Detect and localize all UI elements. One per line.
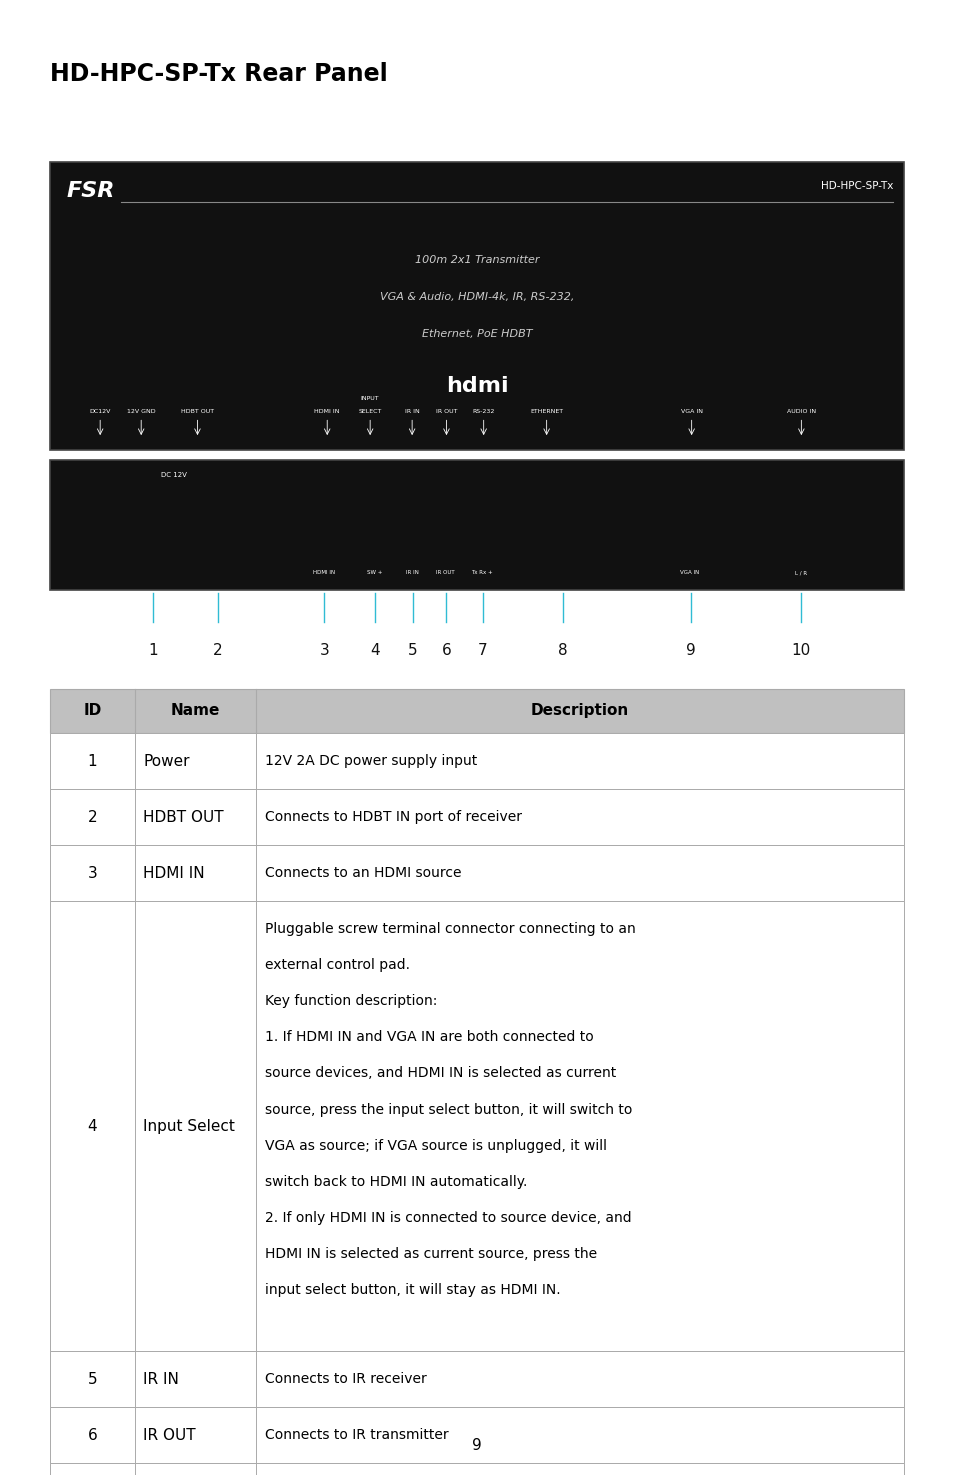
Text: source, press the input select button, it will switch to: source, press the input select button, i… (265, 1102, 632, 1117)
Text: Connects to IR transmitter: Connects to IR transmitter (265, 1428, 448, 1443)
Text: Key function description:: Key function description: (265, 994, 437, 1007)
Text: 1: 1 (88, 754, 97, 768)
Text: IR IN: IR IN (405, 571, 418, 575)
Text: Pluggable screw terminal connector connecting to an: Pluggable screw terminal connector conne… (265, 922, 636, 935)
Text: 12V 2A DC power supply input: 12V 2A DC power supply input (265, 754, 476, 768)
Text: input select button, it will stay as HDMI IN.: input select button, it will stay as HDM… (265, 1283, 560, 1297)
Text: 4: 4 (88, 1118, 97, 1134)
Bar (50, 733, 903, 789)
Text: 12V GND: 12V GND (127, 410, 155, 414)
Text: 5: 5 (408, 643, 417, 658)
Bar (50, 845, 903, 901)
Text: switch back to HDMI IN automatically.: switch back to HDMI IN automatically. (265, 1174, 527, 1189)
Text: HDMI IN: HDMI IN (313, 571, 335, 575)
Text: INPUT: INPUT (360, 397, 379, 401)
Text: Power: Power (143, 754, 190, 768)
Text: IR IN: IR IN (404, 410, 419, 414)
Text: IR OUT: IR OUT (436, 571, 455, 575)
Text: 5: 5 (88, 1372, 97, 1386)
Text: 2. If only HDMI IN is connected to source device, and: 2. If only HDMI IN is connected to sourc… (265, 1211, 631, 1224)
Text: RS-232: RS-232 (472, 410, 495, 414)
Text: source devices, and HDMI IN is selected as current: source devices, and HDMI IN is selected … (265, 1066, 616, 1080)
Text: 3: 3 (319, 643, 329, 658)
Text: Connects to an HDMI source: Connects to an HDMI source (265, 866, 461, 881)
Text: VGA IN: VGA IN (679, 410, 702, 414)
Text: hdmi: hdmi (445, 376, 508, 397)
Text: 1. If HDMI IN and VGA IN are both connected to: 1. If HDMI IN and VGA IN are both connec… (265, 1030, 594, 1044)
Text: Tx Rx +: Tx Rx + (471, 571, 492, 575)
Text: DC12V: DC12V (90, 410, 111, 414)
Text: FSR: FSR (67, 181, 115, 202)
Text: VGA IN: VGA IN (679, 571, 699, 575)
Text: IR IN: IR IN (143, 1372, 179, 1386)
Text: 9: 9 (685, 643, 695, 658)
Text: AUDIO IN: AUDIO IN (786, 410, 815, 414)
Text: HDMI IN is selected as current source, press the: HDMI IN is selected as current source, p… (265, 1246, 597, 1261)
Bar (50, 1407, 903, 1463)
Text: 8: 8 (558, 643, 567, 658)
Bar (50, 1351, 903, 1407)
Text: 3: 3 (88, 866, 97, 881)
Text: 2: 2 (213, 643, 222, 658)
Text: Input Select: Input Select (143, 1118, 234, 1134)
Text: ID: ID (83, 704, 102, 718)
Text: 7: 7 (477, 643, 487, 658)
Text: 1: 1 (148, 643, 157, 658)
Text: 6: 6 (441, 643, 451, 658)
Text: SW +: SW + (367, 571, 382, 575)
Text: 100m 2x1 Transmitter: 100m 2x1 Transmitter (415, 255, 538, 266)
Text: VGA & Audio, HDMI-4k, IR, RS-232,: VGA & Audio, HDMI-4k, IR, RS-232, (379, 292, 574, 302)
Text: HDMI IN: HDMI IN (143, 866, 205, 881)
Text: SELECT: SELECT (358, 410, 381, 414)
Text: 10: 10 (791, 643, 810, 658)
Text: VGA as source; if VGA source is unplugged, it will: VGA as source; if VGA source is unplugge… (265, 1139, 606, 1152)
Text: ETHERNET: ETHERNET (530, 410, 562, 414)
Text: Connects to IR receiver: Connects to IR receiver (265, 1372, 427, 1386)
Text: IR OUT: IR OUT (143, 1428, 195, 1443)
Bar (50, 901, 903, 1351)
Text: HDBT OUT: HDBT OUT (143, 810, 224, 825)
Bar (50, 789, 903, 845)
Bar (50, 162, 903, 450)
Text: HDBT OUT: HDBT OUT (181, 410, 213, 414)
Text: 9: 9 (472, 1438, 481, 1453)
Text: Connects to HDBT IN port of receiver: Connects to HDBT IN port of receiver (265, 810, 521, 825)
Text: Name: Name (171, 704, 220, 718)
Bar (50, 1463, 903, 1475)
Text: 4: 4 (370, 643, 379, 658)
Text: external control pad.: external control pad. (265, 959, 410, 972)
Text: HD-HPC-SP-Tx: HD-HPC-SP-Tx (820, 181, 892, 192)
Text: IR OUT: IR OUT (436, 410, 456, 414)
Text: HD-HPC-SP-Tx Rear Panel: HD-HPC-SP-Tx Rear Panel (50, 62, 387, 86)
Text: L / R: L / R (795, 571, 806, 575)
Text: HDMI IN: HDMI IN (314, 410, 339, 414)
Text: Ethernet, PoE HDBT: Ethernet, PoE HDBT (421, 329, 532, 339)
Text: Description: Description (531, 704, 628, 718)
Bar (50, 689, 903, 733)
Bar (50, 460, 903, 590)
Text: DC 12V: DC 12V (160, 472, 187, 478)
Text: 2: 2 (88, 810, 97, 825)
Text: 6: 6 (88, 1428, 97, 1443)
